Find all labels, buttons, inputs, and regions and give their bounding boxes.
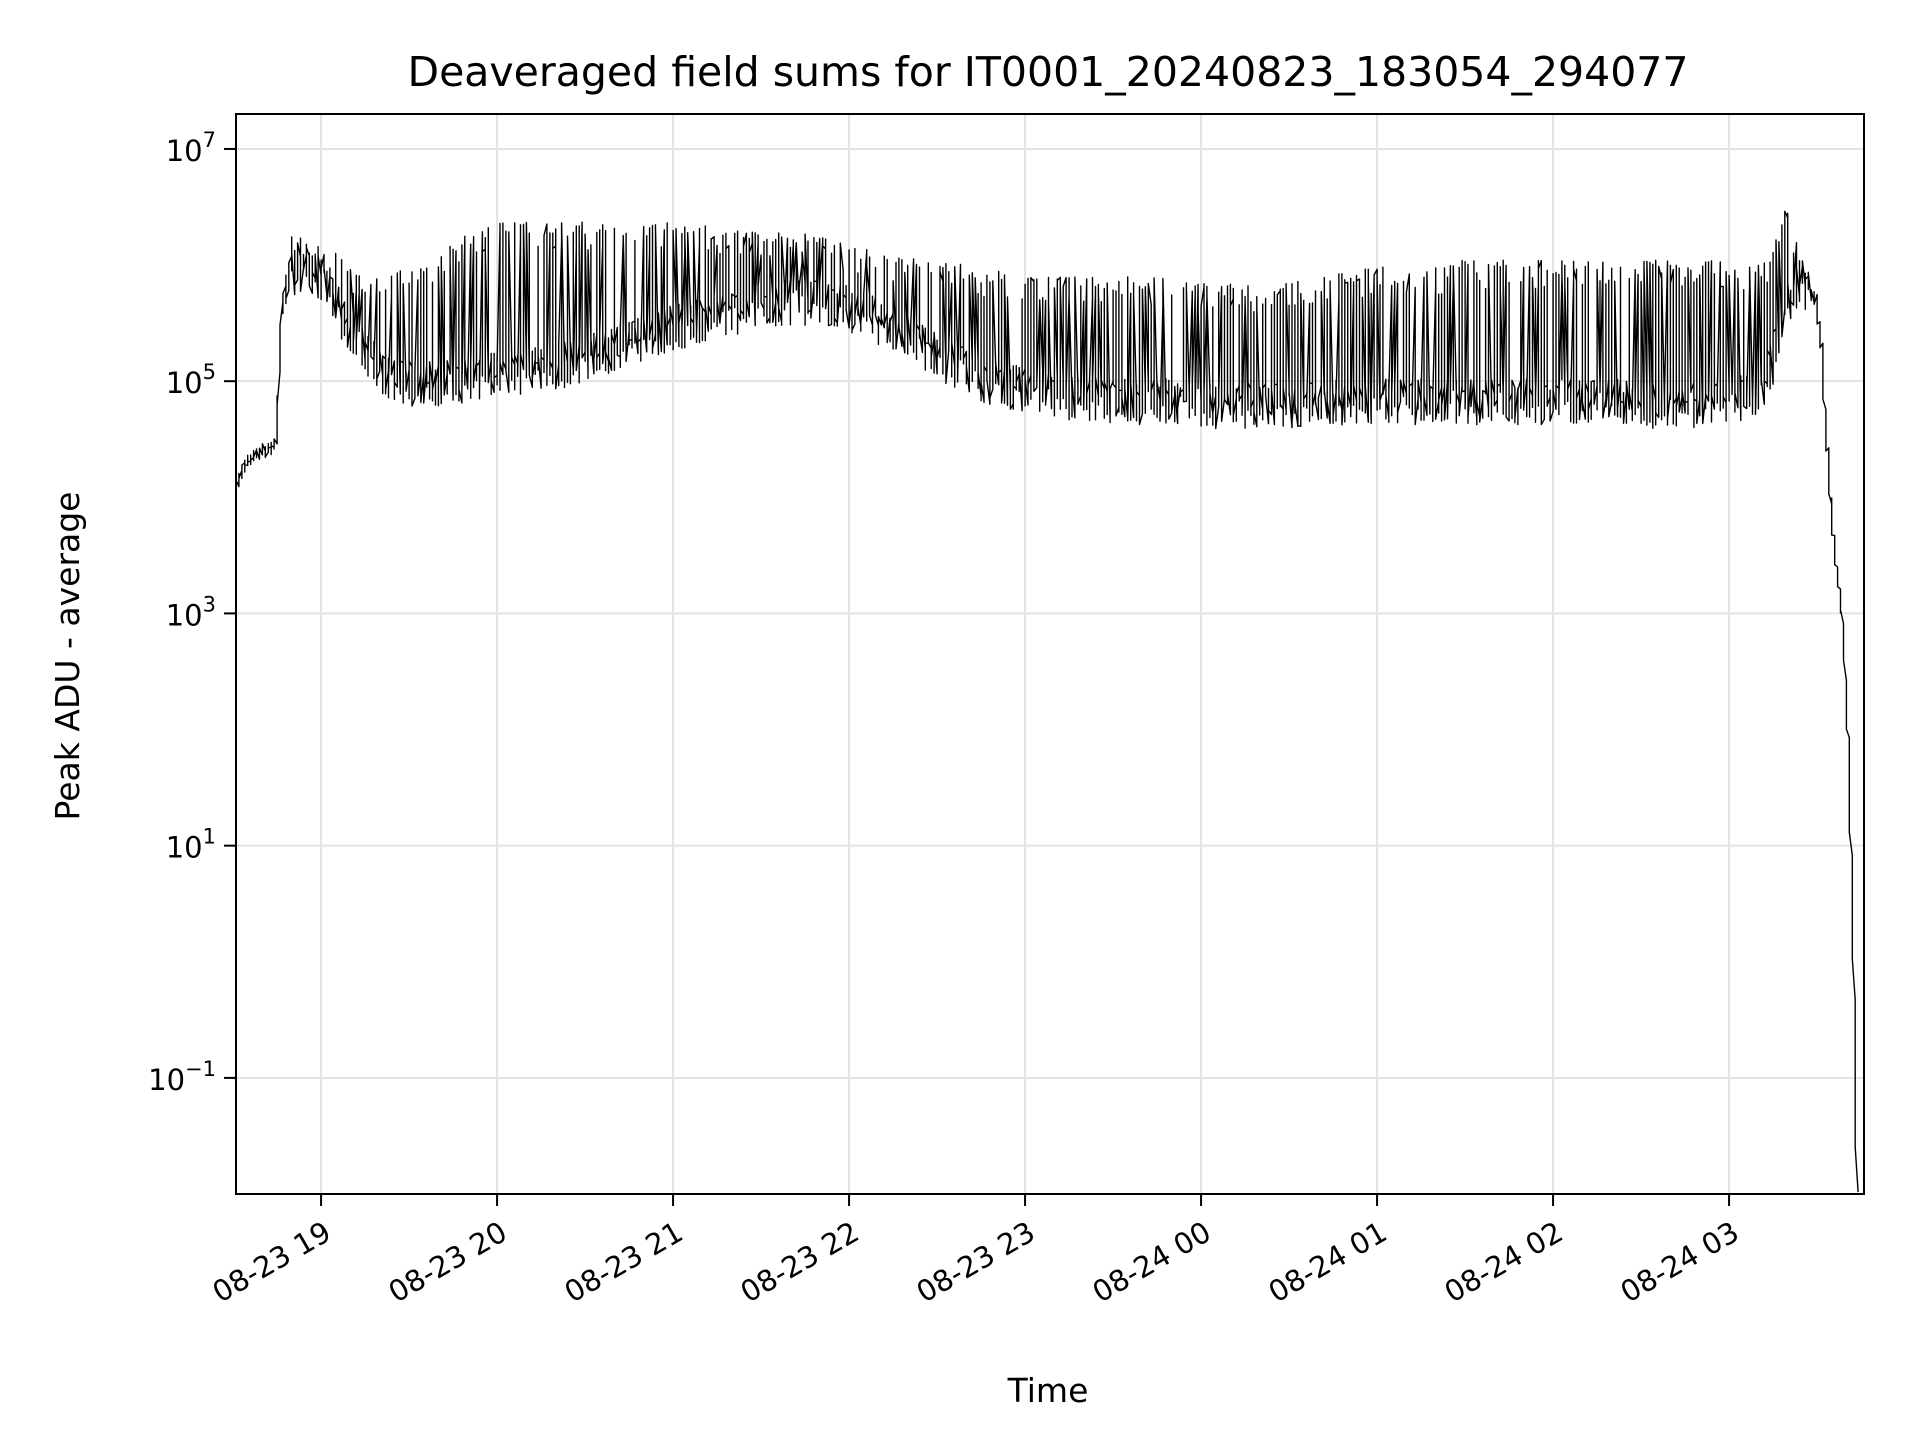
y-tick-label-exponent: 3 — [203, 592, 216, 616]
y-tick-label: 105 — [166, 360, 216, 400]
chart-title: Deaveraged field sums for IT0001_2024082… — [408, 48, 1689, 96]
y-axis-title: Peak ADU - average — [48, 492, 87, 821]
y-tick-label: 101 — [166, 825, 216, 865]
y-tick-label-base: 10 — [166, 366, 203, 400]
plot-frame — [235, 113, 1865, 1195]
y-tick-label-base: 10 — [166, 134, 203, 168]
x-axis-title: Time — [1007, 1371, 1089, 1410]
series-layer — [235, 210, 1859, 1193]
y-tick-label: 107 — [166, 128, 216, 168]
y-tick-label: 103 — [166, 592, 216, 632]
y-tick-label-base: 10 — [166, 831, 203, 865]
y-tick-label: 10−1 — [148, 1057, 216, 1097]
y-tick-label-base: 10 — [148, 1063, 185, 1097]
y-tick-label-base: 10 — [166, 598, 203, 632]
y-tick-label-exponent: −1 — [185, 1057, 216, 1081]
y-tick-label-exponent: 5 — [203, 360, 216, 384]
series-line — [235, 210, 1859, 1193]
y-tick-label-exponent: 1 — [203, 825, 216, 849]
y-tick-label-exponent: 7 — [203, 128, 216, 152]
